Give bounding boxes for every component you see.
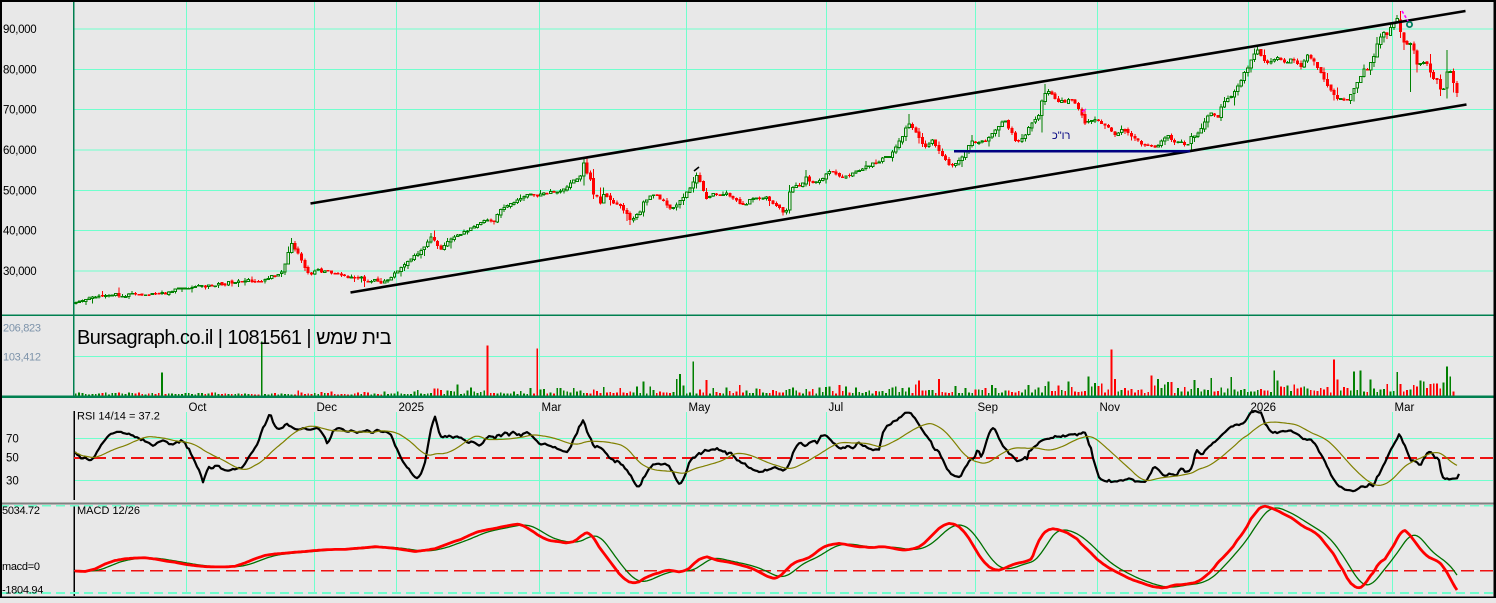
svg-text:Jul: Jul [829,402,844,414]
svg-text:50,000: 50,000 [3,185,36,197]
svg-text:Oct: Oct [189,402,208,414]
svg-text:70,000: 70,000 [3,105,36,117]
svg-text:Nov: Nov [1100,402,1121,414]
svg-text:-1804.94: -1804.94 [2,585,43,597]
svg-text:Dec: Dec [317,402,338,414]
svg-text:Sep: Sep [978,402,998,414]
svg-text:RSI 14/14 = 37.2: RSI 14/14 = 37.2 [77,411,160,423]
svg-text:macd=0: macd=0 [2,561,40,573]
svg-text:103,412: 103,412 [3,352,41,364]
svg-text:90,000: 90,000 [3,24,36,36]
svg-text:Bursagraph.co.il | 1081561 | ב: Bursagraph.co.il | 1081561 | בית שמש [77,327,392,349]
svg-text:206,823: 206,823 [3,323,41,335]
svg-text:2026: 2026 [1251,402,1277,414]
svg-text:30,000: 30,000 [3,266,36,278]
svg-text:רו"כ: רו"כ [1052,130,1070,142]
svg-text:50: 50 [6,453,19,465]
svg-text:60,000: 60,000 [3,145,36,157]
svg-text:5034.72: 5034.72 [2,505,40,517]
svg-text:2025: 2025 [399,402,425,414]
svg-text:May: May [689,402,711,414]
svg-text:70: 70 [6,434,19,446]
svg-text:80,000: 80,000 [3,64,36,76]
svg-text:Mar: Mar [542,402,562,414]
svg-text:Mar: Mar [1395,402,1415,414]
svg-text:40,000: 40,000 [3,226,36,238]
svg-text:30: 30 [6,476,19,488]
svg-text:MACD 12/26: MACD 12/26 [77,505,140,517]
